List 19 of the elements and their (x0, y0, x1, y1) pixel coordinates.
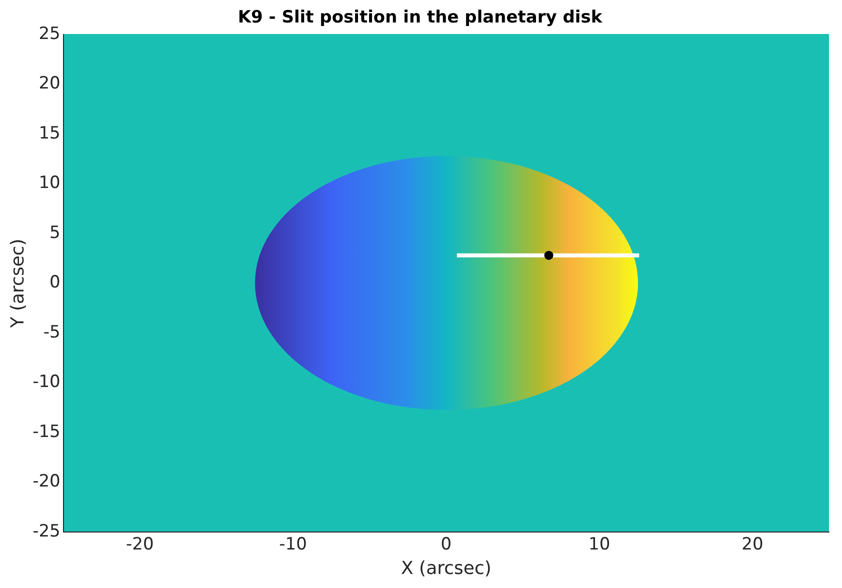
y-tick-label: -15 (32, 422, 60, 442)
y-tick-label: -25 (32, 521, 60, 542)
x-tick-label: 10 (588, 534, 610, 555)
x-tick-label: 20 (742, 534, 764, 555)
x-axis-title: X (arcsec) (400, 558, 492, 579)
x-tick-label: -20 (126, 534, 154, 555)
x-tick-label: -10 (279, 534, 307, 555)
y-tick-label: 15 (38, 123, 60, 144)
y-tick-label: 5 (50, 222, 60, 243)
y-axis-title: Y (arcsec) (7, 238, 28, 329)
y-tick-label: 25 (38, 24, 60, 44)
y-tick-label: -20 (32, 472, 60, 492)
y-tick-label: 20 (38, 74, 60, 94)
x-tick-label: 0 (440, 534, 452, 555)
y-tick-label: 0 (50, 272, 60, 293)
y-tick-label: -5 (43, 322, 60, 342)
y-tick-label: 10 (38, 173, 60, 194)
chart-title: K9 - Slit position in the planetary disk (238, 8, 603, 28)
y-tick-label: -10 (32, 372, 60, 392)
